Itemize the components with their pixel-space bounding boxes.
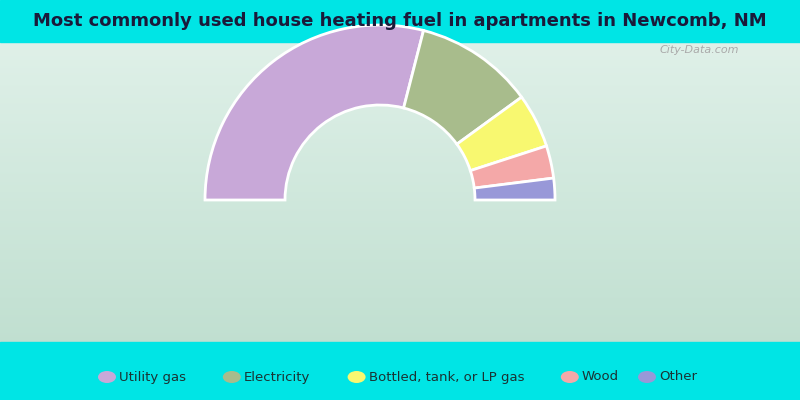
Bar (0, 0, 800, 42)
Text: Other: Other (659, 370, 697, 384)
Wedge shape (404, 30, 522, 144)
Bar (0, 342, 800, 400)
Text: Utility gas: Utility gas (119, 370, 186, 384)
Ellipse shape (98, 371, 116, 383)
Wedge shape (457, 97, 546, 171)
Ellipse shape (638, 371, 656, 383)
Wedge shape (470, 146, 554, 188)
Text: Wood: Wood (582, 370, 619, 384)
Ellipse shape (222, 371, 241, 383)
Text: City-Data.com: City-Data.com (660, 45, 739, 55)
Text: Bottled, tank, or LP gas: Bottled, tank, or LP gas (369, 370, 524, 384)
Wedge shape (205, 25, 423, 200)
Wedge shape (474, 178, 555, 200)
Ellipse shape (561, 371, 578, 383)
Text: Most commonly used house heating fuel in apartments in Newcomb, NM: Most commonly used house heating fuel in… (33, 12, 767, 30)
Ellipse shape (348, 371, 366, 383)
Text: Electricity: Electricity (244, 370, 310, 384)
